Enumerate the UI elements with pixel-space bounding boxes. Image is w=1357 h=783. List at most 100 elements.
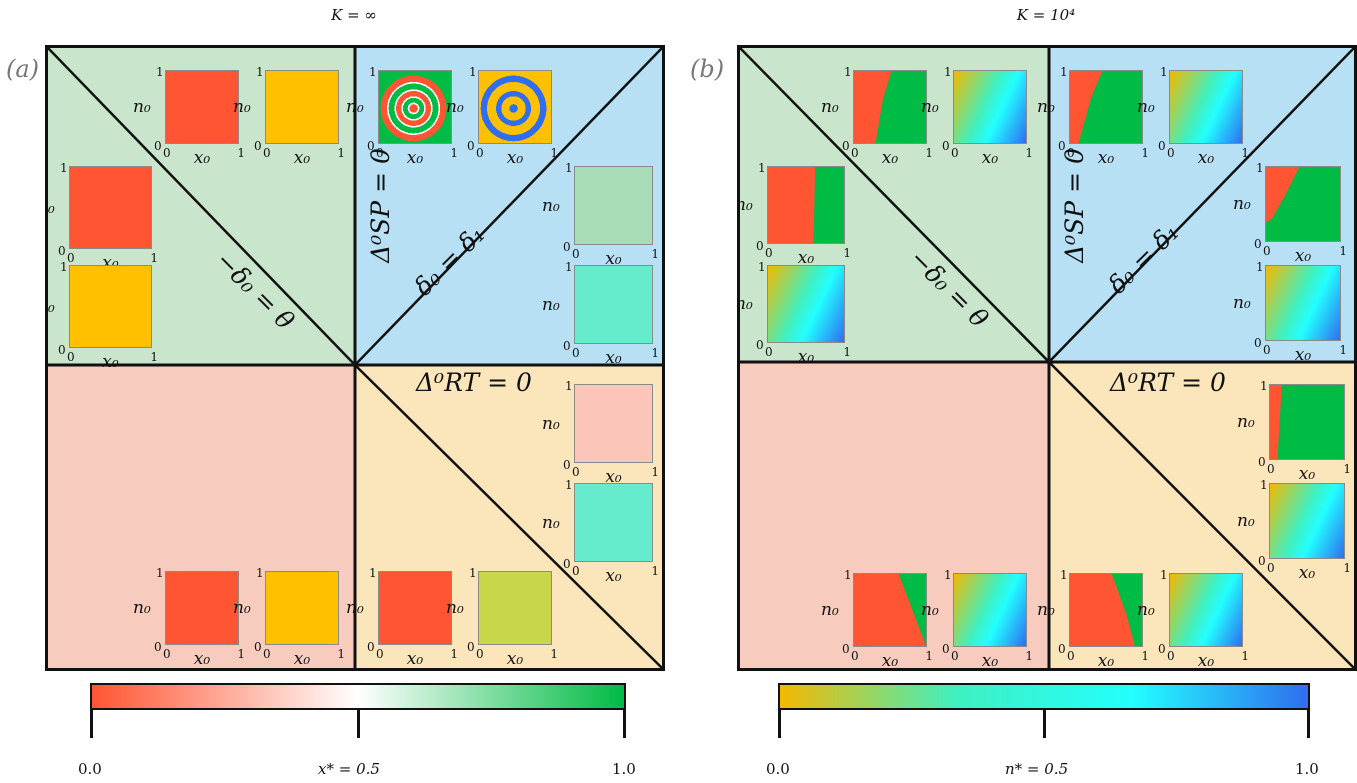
inset-plot-b-ul-mid-x: 1 00 1 n₀ x₀ <box>740 161 851 268</box>
inset-y-axis-label: n₀ <box>542 195 560 216</box>
inset-y-tick-one: 1 <box>1256 260 1264 274</box>
boundary-diag-right <box>1048 48 1354 363</box>
inset-y-axis-label: n₀ <box>1237 412 1255 432</box>
inset-x-tick-zero: 0 <box>1263 343 1271 357</box>
inset-plot-a-ul-mid-n: 1 00 1 n₀ x₀ <box>48 260 158 372</box>
inset-y-tick-zero: 0 <box>563 240 571 254</box>
inset-y-tick-zero: 0 <box>1058 139 1066 153</box>
inset-x-tick-one: 1 <box>337 146 345 160</box>
inset-y-axis-label: n₀ <box>446 598 464 618</box>
inset-y-tick-one: 1 <box>256 65 264 79</box>
inset-x-tick-one: 1 <box>550 647 558 661</box>
inset-x-tick-one: 1 <box>1025 146 1033 160</box>
x-colorbar-tick-mid <box>357 708 360 738</box>
inset-y-tick-zero: 0 <box>842 139 850 153</box>
inset-x-axis-label: x₀ <box>1097 148 1115 168</box>
inset-x-tick-one: 1 <box>651 564 659 578</box>
n-colorbar-tick-min <box>778 708 781 738</box>
n-colorbar-tick-mid <box>1043 708 1046 738</box>
inset-x-tick-zero: 0 <box>67 251 75 265</box>
inset-y-axis-label: n₀ <box>133 598 151 618</box>
inset-x-tick-one: 1 <box>1343 462 1351 476</box>
inset-x-tick-zero: 0 <box>163 647 171 661</box>
boundary-diag-left <box>740 48 1050 363</box>
inset-x-tick-one: 1 <box>651 247 659 261</box>
boundary-diag-lower <box>1048 361 1354 668</box>
inset-heatmap <box>1169 70 1243 144</box>
inset-y-axis-label: n₀ <box>1037 97 1055 117</box>
inset-y-tick-zero: 0 <box>942 139 950 153</box>
n-colorbar-mid-label: n* = 0.5 <box>1005 760 1069 778</box>
inset-x-tick-zero: 0 <box>765 246 773 260</box>
inset-x-tick-zero: 0 <box>572 465 580 479</box>
inset-x-axis-label: x₀ <box>1197 148 1215 168</box>
inset-x-tick-one: 1 <box>237 146 245 160</box>
inset-y-axis-label: n₀ <box>821 600 839 620</box>
n-colorbar-min-label: 0.0 <box>766 760 790 778</box>
inset-plot-b-lr-top-n: 1 0 0 1 n₀ x₀ <box>1237 478 1351 583</box>
inset-y-tick-one: 1 <box>256 566 264 580</box>
inset-x-axis-label: x₀ <box>193 649 211 669</box>
inset-y-axis-label: n₀ <box>233 97 251 117</box>
inset-y-tick-zero: 0 <box>154 139 162 153</box>
inset-x-axis-label: x₀ <box>1294 345 1312 365</box>
panel-b-tag: (b) <box>690 55 725 83</box>
inset-x-tick-zero: 0 <box>163 146 171 160</box>
inset-heatmap <box>378 571 452 645</box>
inset-y-axis-label: n₀ <box>740 294 753 314</box>
inset-y-tick-one: 1 <box>565 379 573 393</box>
inset-x-axis-label: x₀ <box>406 148 424 168</box>
inset-x-axis-label: x₀ <box>881 148 899 168</box>
region-x-low <box>1270 385 1282 459</box>
inset-y-tick-one: 1 <box>369 566 377 580</box>
inset-y-tick-one: 1 <box>60 161 68 175</box>
inset-heatmap <box>953 573 1027 647</box>
inset-x-tick-one: 1 <box>337 647 345 661</box>
inset-y-tick-zero: 0 <box>367 640 375 654</box>
inset-x-tick-one: 1 <box>843 246 851 260</box>
inset-plot-b-ur-top-n: 1 0 0 1 n₀ x₀ <box>1137 65 1249 168</box>
boundary-diag-right <box>354 48 662 366</box>
inset-plot-a-ul-top-x: 1 0 0 1 n₀ x₀ <box>133 65 245 168</box>
inset-heatmap <box>767 166 845 244</box>
inset-y-tick-zero: 0 <box>563 339 571 353</box>
inset-y-axis-label: n₀ <box>740 195 753 215</box>
inset-x-axis-label: x₀ <box>605 467 622 487</box>
inset-x-tick-zero: 0 <box>572 346 580 360</box>
inset-y-axis-label: n₀ <box>1037 600 1055 620</box>
inset-heatmap <box>953 70 1027 144</box>
inset-y-axis-label: n₀ <box>47 296 55 317</box>
inset-x-axis-label: x₀ <box>1197 651 1215 671</box>
inset-y-tick-one: 1 <box>469 566 477 580</box>
inset-y-axis-label: n₀ <box>133 97 151 117</box>
inset-heatmap <box>853 70 927 144</box>
inset-y-tick-one: 1 <box>156 65 164 79</box>
inset-x-tick-zero: 0 <box>1267 561 1275 575</box>
inset-heatmap <box>1269 483 1345 559</box>
inset-y-tick-one: 1 <box>565 260 573 274</box>
inset-plot-a-ur-top-x: 1 0 0 1 n₀ x₀ <box>346 65 458 168</box>
x-colorbar <box>90 683 626 710</box>
inset-y-axis-label: n₀ <box>346 598 364 618</box>
inset-y-tick-zero: 0 <box>1258 554 1266 568</box>
inset-x-axis-label: x₀ <box>506 148 524 168</box>
inset-x-axis-label: x₀ <box>293 649 311 669</box>
inset-x-tick-zero: 0 <box>951 649 959 663</box>
inset-x-tick-zero: 0 <box>376 647 384 661</box>
inset-y-tick-one: 1 <box>565 161 573 175</box>
x-colorbar-tick-max <box>623 708 626 738</box>
inset-y-tick-one: 1 <box>1160 568 1168 582</box>
inset-x-axis-label: x₀ <box>881 651 899 671</box>
inset-heatmap <box>69 166 152 249</box>
inset-x-tick-one: 1 <box>651 346 659 360</box>
inset-y-axis-label: n₀ <box>542 294 560 315</box>
inset-plot-b-lr-bot-n: 1 0 0 1 n₀ x₀ <box>1137 568 1249 668</box>
boundary-diag-left <box>48 48 356 366</box>
inset-heatmap <box>1269 384 1345 460</box>
inset-plot-a-lr-top-n: 1 0 0 1 n₀ x₀ <box>542 478 659 586</box>
inset-x-axis-label: x₀ <box>605 566 622 586</box>
inset-y-axis-label: n₀ <box>921 97 939 117</box>
inset-plot-b-ur-mid-n: 1 0 0 1 n₀ x₀ <box>1233 260 1347 365</box>
inset-x-tick-zero: 0 <box>1067 649 1075 663</box>
